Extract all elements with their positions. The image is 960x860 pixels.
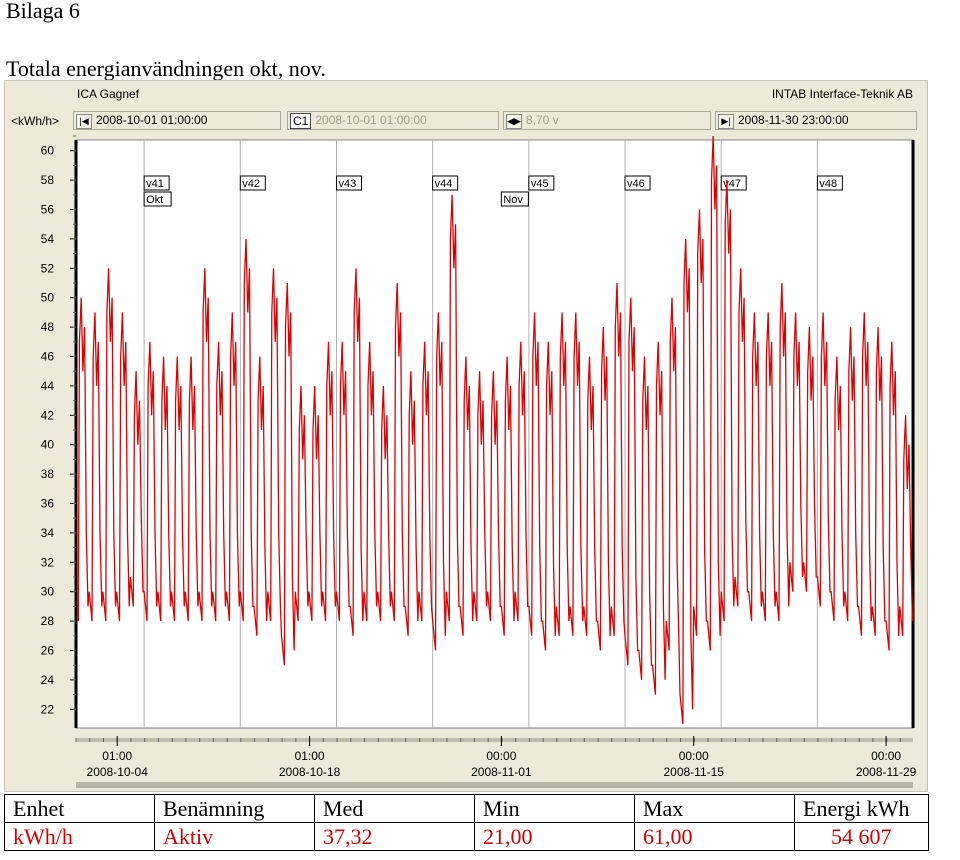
week-marker-box	[624, 175, 651, 191]
start-time-field[interactable]: |◀ 2008-10-01 01:00:00	[73, 111, 281, 130]
document-subheading: Totala energianvändningen okt, nov.	[6, 56, 326, 81]
app-vendor: INTAB Interface-Teknik AB	[771, 87, 913, 101]
end-time: 2008-11-30 23:00:00	[738, 113, 849, 127]
week-marker-box	[143, 175, 170, 191]
cursor-value: 8,70 v	[526, 113, 559, 127]
y-tick-label: 32	[41, 555, 55, 569]
month-marker-box	[500, 191, 529, 207]
stats-cell: 37,32	[314, 822, 475, 851]
unit-label: <kWh/h>	[11, 114, 60, 128]
stats-cell: Aktiv	[154, 822, 315, 851]
y-tick-label: 54	[41, 232, 55, 246]
stats-header: Med	[314, 794, 475, 823]
stats-cell: 54 607	[794, 822, 929, 851]
x-tick-date: 2008-11-29	[856, 765, 917, 779]
week-marker-label: v41	[146, 178, 164, 190]
week-marker-label: v42	[242, 178, 260, 190]
series-line	[77, 135, 914, 725]
y-tick-label: 24	[41, 673, 55, 687]
horizontal-scrollbar	[76, 782, 913, 788]
stats-header-row: Enhet Benämning Med Min Max Energi kWh	[4, 794, 929, 823]
week-marker-label: v44	[435, 178, 453, 190]
y-tick-label: 22	[41, 702, 55, 716]
y-tick-label: 30	[41, 585, 55, 599]
week-marker-label: v46	[627, 178, 645, 190]
y-tick-label: 56	[41, 203, 55, 217]
document-heading: Bilaga 6	[6, 0, 80, 23]
stats-cell: 61,00	[634, 822, 795, 851]
y-tick-label: 36	[41, 497, 55, 511]
week-marker-label: v45	[531, 178, 549, 190]
x-axis-bar	[76, 738, 913, 742]
end-time-field[interactable]: ▶| 2008-11-30 23:00:00	[715, 111, 917, 130]
y-tick-label: 26	[41, 644, 55, 658]
x-tick-date: 2008-10-18	[279, 765, 341, 779]
stats-header: Min	[474, 794, 635, 823]
x-tick-date: 2008-11-15	[663, 765, 724, 779]
go-start-icon[interactable]: |◀	[76, 113, 92, 129]
stats-cell: 21,00	[474, 822, 635, 851]
month-marker-label: Okt	[146, 194, 163, 206]
week-marker-box	[432, 175, 459, 191]
go-end-icon[interactable]: ▶|	[718, 113, 734, 129]
cursor-label: C1	[290, 112, 312, 129]
y-tick-label: 58	[41, 173, 55, 187]
app-title: ICA Gagnef	[77, 87, 140, 101]
month-marker-box	[143, 191, 172, 207]
y-tick-label: 46	[41, 350, 55, 364]
y-tick-label: 48	[41, 320, 55, 334]
y-tick-label: 34	[41, 526, 55, 540]
stats-header: Energi kWh	[794, 794, 929, 823]
week-marker-label: v47	[723, 178, 741, 190]
stats-header: Benämning	[154, 794, 315, 823]
stats-header: Enhet	[4, 794, 155, 823]
y-tick-label: 38	[41, 467, 55, 481]
week-marker-box	[239, 175, 266, 191]
x-tick-date: 2008-11-01	[471, 765, 532, 779]
stats-value-row: kWh/h Aktiv 37,32 21,00 61,00 54 607	[4, 822, 929, 851]
week-marker-box	[528, 175, 555, 191]
y-tick-label: 28	[41, 614, 55, 628]
y-tick-label: 60	[41, 144, 55, 158]
cursor-time: 2008-10-01 01:00:00	[315, 113, 427, 127]
x-tick-date: 2008-10-04	[87, 765, 149, 779]
y-tick-label: 40	[41, 438, 55, 452]
x-tick-time: 01:00	[102, 749, 132, 763]
x-tick-time: 01:00	[295, 749, 325, 763]
y-tick-label: 52	[41, 261, 55, 275]
week-marker-label: v43	[338, 178, 356, 190]
scroll-arrows-icon[interactable]: ◀▶	[506, 113, 522, 129]
cursor-field[interactable]: C1 2008-10-01 01:00:00	[287, 111, 499, 130]
energy-chart: 22 24 26 28 30 32 34 36 38 40 42 44 46 48 50 52 54 56 58 60…	[41, 135, 917, 788]
start-time: 2008-10-01 01:00:00	[96, 113, 208, 127]
y-tick-label: 42	[41, 408, 55, 422]
x-tick-time: 00:00	[871, 749, 901, 763]
stats-table: Enhet Benämning Med Min Max Energi kWh k…	[4, 794, 929, 851]
week-marker-label: v48	[819, 178, 837, 190]
stats-header: Max	[634, 794, 795, 823]
x-tick-time: 00:00	[486, 749, 516, 763]
y-tick-label: 50	[41, 291, 55, 305]
month-marker-label: Nov	[503, 194, 523, 206]
week-marker-box	[335, 175, 362, 191]
y-tick-label: 44	[41, 379, 55, 393]
week-marker-box	[816, 175, 843, 191]
stats-cell: kWh/h	[4, 822, 155, 851]
x-tick-time: 00:00	[679, 749, 709, 763]
cursor-value-field[interactable]: ◀▶ 8,70 v	[503, 111, 711, 130]
